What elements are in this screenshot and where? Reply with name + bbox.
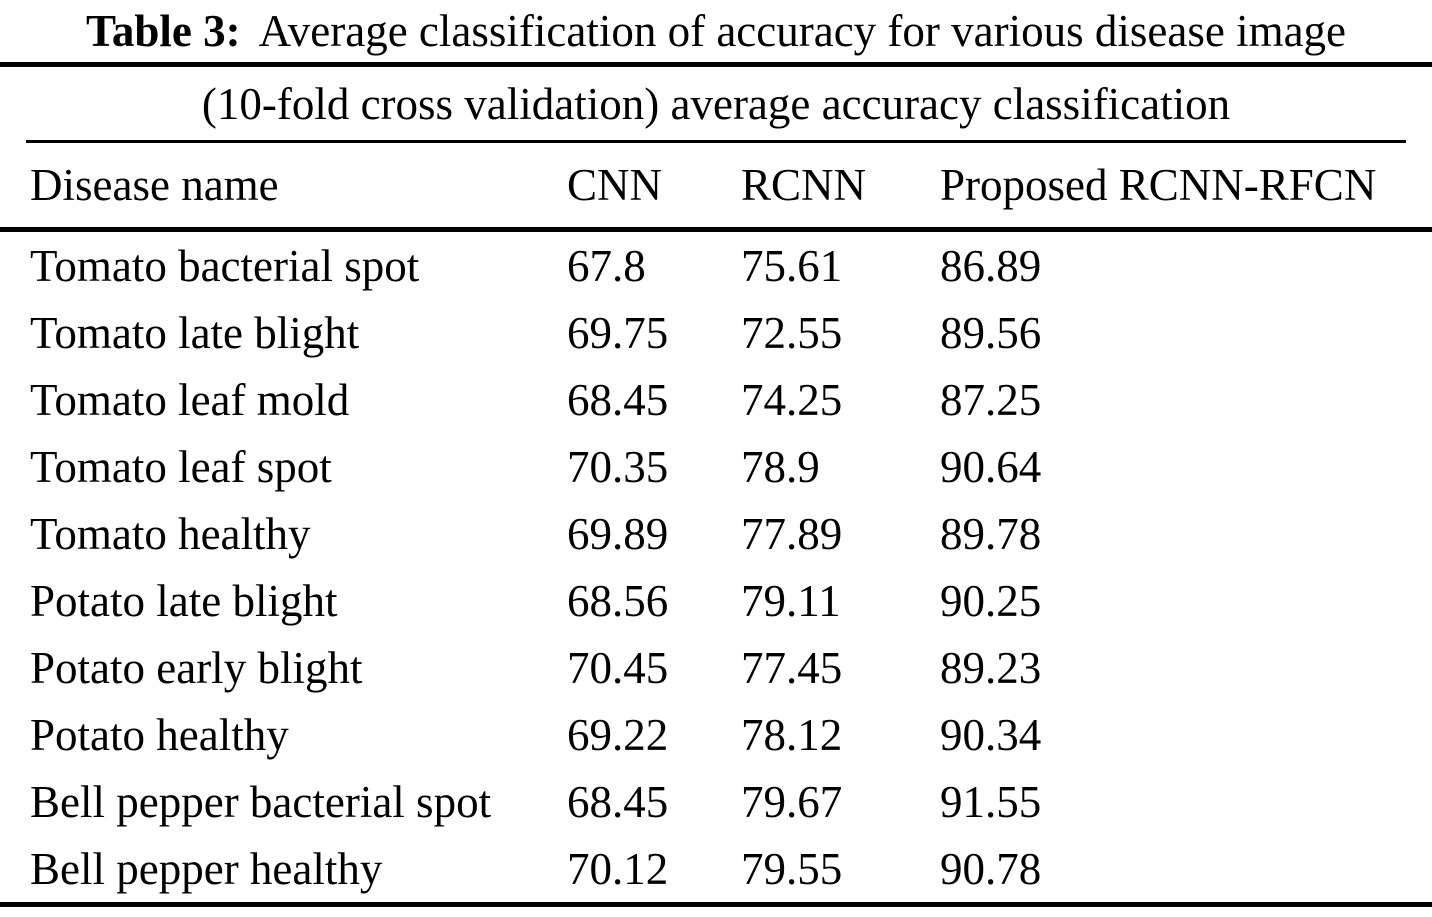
- disease-name-cell: Tomato late blight: [30, 307, 360, 358]
- rcnn-value-cell: 78.12: [741, 709, 843, 760]
- proposed-value-cell: 90.34: [940, 709, 1042, 760]
- table-row: Bell pepper healthy 70.12 79.55 90.78: [0, 835, 1432, 902]
- subtitle-rule: [26, 140, 1406, 143]
- disease-name-cell: Tomato healthy: [30, 508, 311, 559]
- rcnn-value-cell: 72.55: [741, 307, 843, 358]
- disease-name-cell: Bell pepper bacterial spot: [30, 776, 492, 827]
- rcnn-value-cell: 74.25: [741, 374, 843, 425]
- table-row: Tomato leaf mold 68.45 74.25 87.25: [0, 366, 1432, 433]
- proposed-value-cell: 89.23: [940, 642, 1042, 693]
- cnn-value-cell: 68.45: [567, 374, 669, 425]
- proposed-value-cell: 90.25: [940, 575, 1042, 626]
- column-header-cnn: CNN: [567, 143, 741, 232]
- proposed-value-cell: 90.78: [940, 843, 1042, 894]
- bottom-rule: [0, 902, 1432, 907]
- cnn-value-cell: 69.75: [567, 307, 669, 358]
- rcnn-value-cell: 75.61: [741, 240, 843, 291]
- cnn-value-cell: 70.35: [567, 441, 669, 492]
- proposed-value-cell: 89.78: [940, 508, 1042, 559]
- cnn-value-cell: 69.22: [567, 709, 669, 760]
- rcnn-value-cell: 78.9: [741, 441, 820, 492]
- rcnn-value-cell: 77.45: [741, 642, 843, 693]
- table-row: Potato healthy 69.22 78.12 90.34: [0, 701, 1432, 768]
- top-rule: [0, 62, 1432, 67]
- cnn-value-cell: 67.8: [567, 240, 646, 291]
- disease-name-cell: Bell pepper healthy: [30, 843, 383, 894]
- cnn-value-cell: 69.89: [567, 508, 669, 559]
- table-subtitle: (10-fold cross validation) average accur…: [201, 78, 1231, 129]
- accuracy-table: Disease name CNN RCNN Proposed RCNN-RFCN…: [0, 143, 1432, 902]
- table-row: Potato early blight 70.45 77.45 89.23: [0, 634, 1432, 701]
- proposed-value-cell: 87.25: [940, 374, 1042, 425]
- disease-name-cell: Potato early blight: [30, 642, 363, 693]
- disease-name-cell: Tomato leaf mold: [30, 374, 350, 425]
- rcnn-value-cell: 79.67: [741, 776, 843, 827]
- proposed-value-cell: 90.64: [940, 441, 1042, 492]
- column-header-disease-name: Disease name: [0, 143, 567, 232]
- table-caption-text: Average classification of accuracy for v…: [258, 6, 1347, 56]
- rcnn-value-cell: 79.11: [741, 575, 841, 626]
- cnn-value-cell: 70.45: [567, 642, 669, 693]
- table-row: Tomato healthy 69.89 77.89 89.78: [0, 500, 1432, 567]
- cnn-value-cell: 68.56: [567, 575, 669, 626]
- disease-name-cell: Tomato bacterial spot: [30, 240, 420, 291]
- column-header-proposed-rcnn-rfcn: Proposed RCNN-RFCN: [940, 143, 1432, 232]
- disease-name-cell: Potato late blight: [30, 575, 338, 626]
- table-row: Potato late blight 68.56 79.11 90.25: [0, 567, 1432, 634]
- table-row: Tomato leaf spot 70.35 78.9 90.64: [0, 433, 1432, 500]
- disease-name-cell: Potato healthy: [30, 709, 289, 760]
- column-header-rcnn: RCNN: [741, 143, 940, 232]
- proposed-value-cell: 91.55: [940, 776, 1042, 827]
- table-row: Bell pepper bacterial spot 68.45 79.67 9…: [0, 768, 1432, 835]
- disease-name-cell: Tomato leaf spot: [30, 441, 332, 492]
- rcnn-value-cell: 77.89: [741, 508, 843, 559]
- cnn-value-cell: 70.12: [567, 843, 669, 894]
- table-row: Tomato late blight 69.75 72.55 89.56: [0, 299, 1432, 366]
- rcnn-value-cell: 79.55: [741, 843, 843, 894]
- proposed-value-cell: 86.89: [940, 240, 1042, 291]
- cnn-value-cell: 68.45: [567, 776, 669, 827]
- header-row: Disease name CNN RCNN Proposed RCNN-RFCN: [0, 143, 1432, 232]
- table-row: Tomato bacterial spot 67.8 75.61 86.89: [0, 230, 1432, 300]
- proposed-value-cell: 89.56: [940, 307, 1042, 358]
- table-caption: Table 3: Average classification of accur…: [0, 0, 1432, 62]
- table-caption-label: Table 3:: [85, 6, 241, 56]
